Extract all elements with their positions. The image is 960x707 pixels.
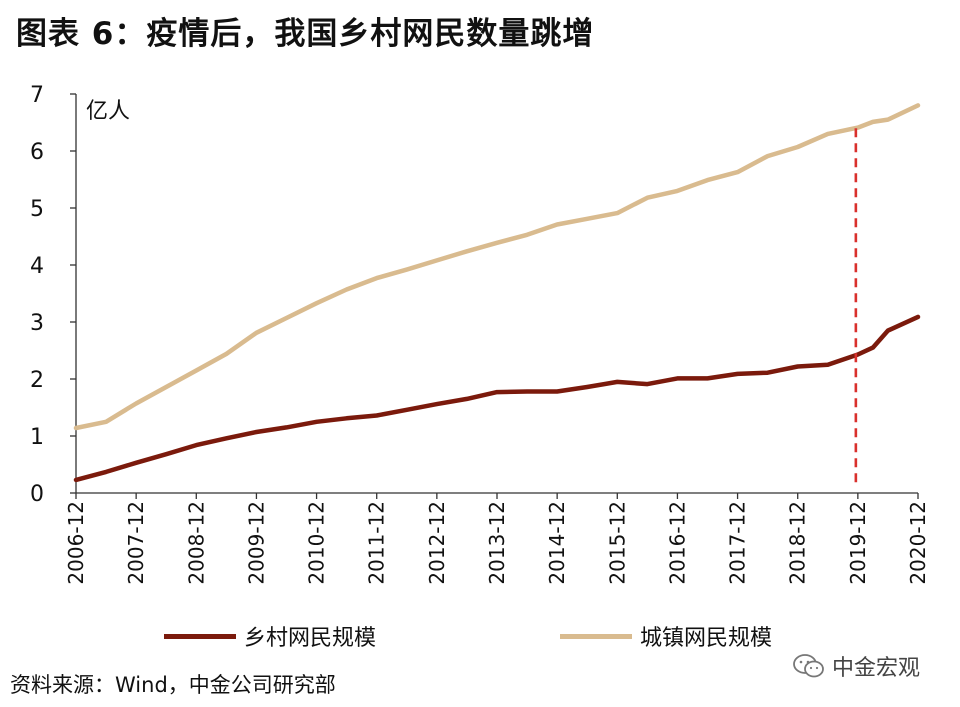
x-tick-label: 2015-12 xyxy=(605,501,629,585)
x-tick-label: 2009-12 xyxy=(244,501,268,585)
y-tick-label: 4 xyxy=(30,254,44,279)
x-tick-label: 2020-12 xyxy=(906,501,930,585)
y-unit-label: 亿人 xyxy=(86,99,130,124)
series-line-0 xyxy=(73,314,921,483)
series-line-1 xyxy=(73,103,921,431)
legend-label-rural: 乡村网民规模 xyxy=(244,626,377,651)
x-tick-label: 2016-12 xyxy=(665,501,689,585)
legend-swatch-urban xyxy=(560,633,632,639)
legend-item-urban: 城镇网民规模 xyxy=(560,621,772,651)
x-tick-label: 2011-12 xyxy=(365,501,389,585)
legend-label-urban: 城镇网民规模 xyxy=(640,626,773,651)
x-tick-label: 2012-12 xyxy=(425,501,449,585)
y-tick-label: 5 xyxy=(30,197,44,222)
y-tick-label: 1 xyxy=(30,425,44,450)
brand: 中金宏观 xyxy=(792,650,920,682)
brand-name: 中金宏观 xyxy=(831,656,920,681)
x-tick-label: 2019-12 xyxy=(846,501,870,585)
x-tick-label: 2008-12 xyxy=(184,501,208,585)
page-title: 图表 6：疫情后，我国乡村网民数量跳增 xyxy=(16,16,595,52)
y-axis: 0 1 2 3 4 5 6 7 xyxy=(30,83,77,507)
y-tick-label: 0 xyxy=(30,482,44,507)
series-layer xyxy=(73,103,921,483)
y-tick-label: 3 xyxy=(30,311,44,336)
y-tick-label: 6 xyxy=(30,140,44,165)
x-tick-label: 2013-12 xyxy=(485,501,509,585)
x-tick-label: 2007-12 xyxy=(124,501,148,585)
x-tick-label: 2010-12 xyxy=(305,501,329,585)
wechat-icon xyxy=(793,654,824,678)
legend-item-rural: 乡村网民规模 xyxy=(164,621,376,651)
x-tick-label: 2018-12 xyxy=(786,501,810,585)
y-tick-label: 2 xyxy=(30,368,44,393)
y-tick-label: 7 xyxy=(30,83,44,108)
x-tick-label: 2017-12 xyxy=(726,501,750,585)
x-tick-label: 2014-12 xyxy=(545,501,569,585)
x-tick-label: 2006-12 xyxy=(64,501,88,585)
legend-swatch-rural xyxy=(164,633,236,639)
source-note: 资料来源：Wind，中金公司研究部 xyxy=(10,673,336,697)
x-axis: 2006-12 2007-12 2008-12 2009-12 2010-12 2011-… xyxy=(64,492,930,585)
